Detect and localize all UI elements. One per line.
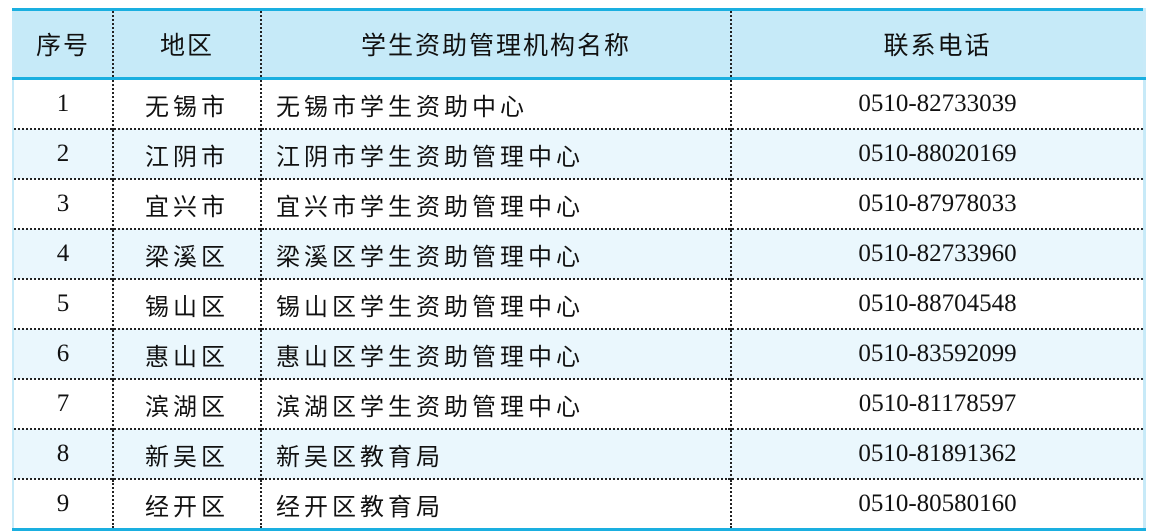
cell-phone: 0510-82733960 [730, 228, 1145, 279]
cell-region: 惠山区 [112, 328, 261, 379]
cell-index: 2 [13, 128, 113, 179]
table-row: 7 滨湖区 滨湖区学生资助管理中心 0510-81178597 [13, 378, 1145, 429]
cell-index: 5 [13, 278, 113, 329]
table-row: 6 惠山区 惠山区学生资助管理中心 0510-83592099 [13, 328, 1145, 379]
cell-index: 7 [13, 378, 113, 429]
cell-region: 宜兴市 [112, 178, 261, 229]
cell-index: 6 [13, 328, 113, 379]
header-index: 序号 [13, 9, 113, 80]
cell-phone: 0510-80580160 [730, 478, 1145, 530]
table-row: 3 宜兴市 宜兴市学生资助管理中心 0510-87978033 [13, 178, 1145, 229]
cell-index: 3 [13, 178, 113, 229]
cell-phone: 0510-81178597 [730, 378, 1145, 429]
table-row: 5 锡山区 锡山区学生资助管理中心 0510-88704548 [13, 278, 1145, 329]
contact-table: 序号 地区 学生资助管理机构名称 联系电话 1 无锡市 无锡市学生资助中心 0510-… [12, 8, 1146, 531]
cell-name: 梁溪区学生资助管理中心 [260, 228, 731, 279]
table-row: 1 无锡市 无锡市学生资助中心 0510-82733039 [13, 78, 1145, 129]
cell-region: 江阴市 [112, 128, 261, 179]
cell-region: 经开区 [112, 478, 261, 530]
cell-index: 1 [56, 90, 70, 117]
table-row: 8 新吴区 新吴区教育局 0510-81891362 [13, 428, 1145, 479]
cell-region: 无锡市 [112, 78, 261, 129]
header-phone: 联系电话 [730, 9, 1145, 80]
cell-name: 锡山区学生资助管理中心 [260, 278, 731, 329]
cell-name: 江阴市学生资助管理中心 [260, 128, 731, 179]
cell-index: 4 [13, 228, 113, 279]
table-row: 9 经开区 经开区教育局 0510-80580160 [13, 478, 1145, 530]
cell-name: 新吴区教育局 [260, 428, 731, 479]
cell-phone: 0510-87978033 [730, 178, 1145, 229]
cell-region: 新吴区 [112, 428, 261, 479]
cell-phone: 0510-81891362 [730, 428, 1145, 479]
cell-phone: 0510-88704548 [730, 278, 1145, 329]
cell-region: 滨湖区 [112, 378, 261, 429]
cell-name: 滨湖区学生资助管理中心 [260, 378, 731, 429]
table-row: 4 梁溪区 梁溪区学生资助管理中心 0510-82733960 [13, 228, 1145, 279]
cell-region: 梁溪区 [112, 228, 261, 279]
cell-index: 8 [13, 428, 113, 479]
header-name: 学生资助管理机构名称 [260, 9, 731, 80]
cell-name: 惠山区学生资助管理中心 [260, 328, 731, 379]
cell-name: 经开区教育局 [260, 478, 731, 530]
table-row: 2 江阴市 江阴市学生资助管理中心 0510-88020169 [13, 128, 1145, 179]
cell-phone: 0510-83592099 [730, 328, 1145, 379]
header-region: 地区 [112, 9, 261, 80]
cell-phone: 0510-88020169 [730, 128, 1145, 179]
cell-name: 宜兴市学生资助管理中心 [260, 178, 731, 229]
cell-index: 9 [13, 478, 113, 530]
cell-region: 锡山区 [112, 278, 261, 329]
header-row: 序号 地区 学生资助管理机构名称 联系电话 [13, 9, 1145, 80]
cell-name: 无锡市学生资助中心 [260, 78, 731, 129]
cell-phone: 0510-82733039 [730, 78, 1145, 129]
